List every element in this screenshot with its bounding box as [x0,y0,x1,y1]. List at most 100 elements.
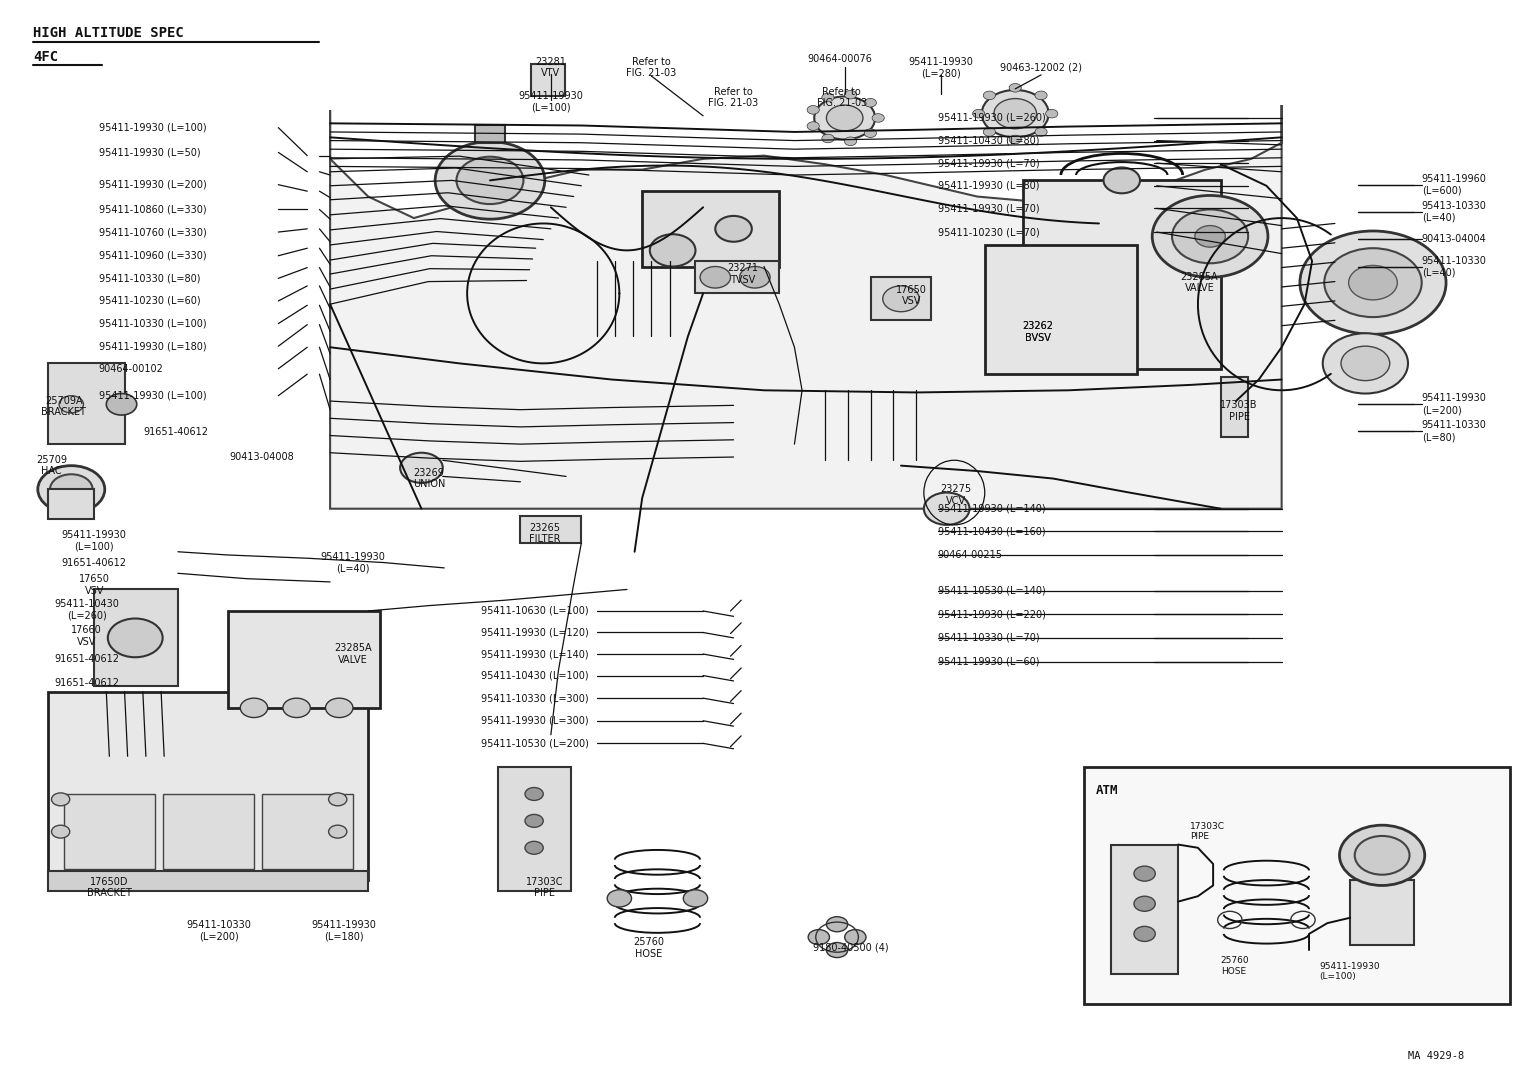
Bar [49,691,368,880]
Circle shape [981,90,1048,137]
Circle shape [1172,210,1248,263]
Text: Refer to
FIG. 21-03: Refer to FIG. 21-03 [709,87,759,108]
Bar [228,611,380,708]
Circle shape [435,142,545,220]
Circle shape [526,815,544,828]
Text: 91651-40612: 91651-40612 [53,655,119,664]
Text: 95411-19930 (L=50): 95411-19930 (L=50) [99,147,200,157]
Text: 95411-10330 (L=70): 95411-10330 (L=70) [938,633,1039,643]
Bar [1083,767,1510,1004]
Text: 95411-19960
(L=600): 95411-19960 (L=600) [1421,174,1487,196]
Text: 23275
VCV: 23275 VCV [940,484,972,505]
Circle shape [984,128,995,136]
Bar [871,277,932,320]
Circle shape [984,91,995,100]
Text: 95411-19930 (L=70): 95411-19930 (L=70) [938,203,1039,213]
Circle shape [400,452,443,483]
Circle shape [1008,83,1021,92]
Bar [1022,181,1221,369]
Circle shape [807,122,819,130]
Text: 95411-10330 (L=300): 95411-10330 (L=300) [481,694,588,703]
Circle shape [1008,135,1021,144]
Circle shape [1340,826,1424,885]
Circle shape [52,826,70,839]
Circle shape [845,90,857,98]
Text: 90413-04004: 90413-04004 [1421,234,1487,243]
Circle shape [865,129,877,137]
Circle shape [607,889,631,907]
Circle shape [1323,333,1407,394]
Bar [1111,845,1178,974]
Circle shape [1300,230,1445,334]
Circle shape [1134,926,1155,941]
Text: 17650D
BRACKET: 17650D BRACKET [87,876,131,898]
Circle shape [526,788,544,801]
Text: MA 4929-8: MA 4929-8 [1409,1051,1464,1060]
Text: 95411-10760 (L=330): 95411-10760 (L=330) [99,227,206,237]
Circle shape [1034,128,1047,136]
Circle shape [700,266,730,288]
Bar [475,126,506,143]
Text: 91651-40612: 91651-40612 [53,678,119,688]
Text: 95411-19930
(L=100): 95411-19930 (L=100) [61,530,127,552]
Circle shape [457,157,524,204]
Circle shape [845,137,857,146]
Bar [521,516,581,543]
Text: 90413-04008: 90413-04008 [229,452,293,462]
Text: 23271
TVSV: 23271 TVSV [727,263,758,285]
Text: 95411-10330
(L=40): 95411-10330 (L=40) [1421,255,1487,277]
Text: 17650
VSV: 17650 VSV [897,285,927,306]
Text: 95411-10230 (L=70): 95411-10230 (L=70) [938,227,1039,237]
Text: 25709A
BRACKET: 25709A BRACKET [41,396,86,418]
Text: 23285A
VALVE: 23285A VALVE [1181,272,1218,293]
Bar [64,794,154,869]
Text: 95411-10330 (L=80): 95411-10330 (L=80) [99,274,200,283]
Bar [261,794,353,869]
Circle shape [1325,248,1421,317]
Text: 95411-19930
(L=180): 95411-19930 (L=180) [312,920,376,941]
Bar [49,489,95,519]
Text: 95413-10330
(L=40): 95413-10330 (L=40) [1421,201,1487,223]
Text: 17660
VSV: 17660 VSV [72,625,102,647]
Text: 9180-40500 (4): 9180-40500 (4) [813,942,889,953]
Bar [532,64,564,96]
Text: 25760
HOSE: 25760 HOSE [633,937,663,959]
Circle shape [814,96,876,140]
Circle shape [740,266,770,288]
Text: 95411-10860 (L=330): 95411-10860 (L=330) [99,204,206,214]
Circle shape [993,98,1036,129]
Text: 90463-12002 (2): 90463-12002 (2) [1001,63,1082,72]
Text: 95411-10530 (L=200): 95411-10530 (L=200) [481,738,588,749]
Text: 91651-40612: 91651-40612 [61,557,127,568]
Circle shape [683,889,707,907]
Bar [49,364,125,444]
Circle shape [822,93,834,102]
Circle shape [827,942,848,958]
Text: 95411-10530 (L=140): 95411-10530 (L=140) [938,585,1045,595]
Circle shape [526,842,544,855]
Text: 95411-19930
(L=280): 95411-19930 (L=280) [908,56,973,78]
Circle shape [325,698,353,717]
Text: 17650
VSV: 17650 VSV [78,575,110,596]
Circle shape [924,492,970,525]
Text: 25709
HAC: 25709 HAC [37,454,67,476]
Text: 95411-19930 (L=140): 95411-19930 (L=140) [481,649,588,659]
Circle shape [827,916,848,932]
Text: 95411-19930 (L=300): 95411-19930 (L=300) [481,716,588,726]
Text: ATM: ATM [1096,784,1118,797]
Bar [1351,880,1413,945]
Text: 25760
HOSE: 25760 HOSE [1221,956,1250,976]
Bar [642,192,779,266]
Text: 95411-19930
(L=100): 95411-19930 (L=100) [518,91,584,113]
Text: 95411-19930
(L=200): 95411-19930 (L=200) [1421,394,1487,415]
Circle shape [1355,836,1409,874]
Text: 23262
BVSV: 23262 BVSV [1022,321,1053,343]
Text: 95411-19930 (L=60): 95411-19930 (L=60) [938,657,1039,667]
Circle shape [1045,109,1057,118]
Text: 95411-19930 (L=80): 95411-19930 (L=80) [938,181,1039,190]
Text: 95411-10330
(L=200): 95411-10330 (L=200) [186,920,252,941]
Circle shape [329,826,347,839]
Text: 95411-10430
(L=260): 95411-10430 (L=260) [53,599,119,621]
Text: 95411-10960 (L=330): 95411-10960 (L=330) [99,251,206,261]
Circle shape [1195,226,1225,247]
